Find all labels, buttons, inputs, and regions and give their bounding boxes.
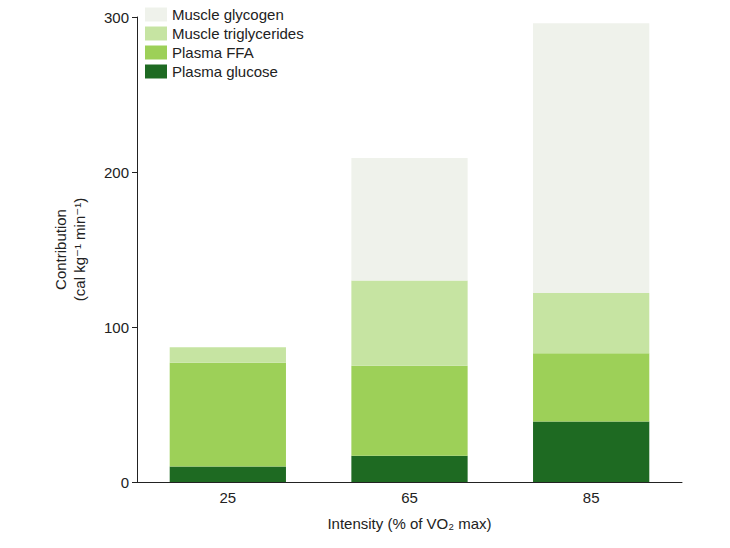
svg-text:0: 0 [121,474,129,491]
svg-text:Intensity (% of VO₂ max): Intensity (% of VO₂ max) [327,515,491,532]
svg-text:65: 65 [401,489,418,506]
svg-text:100: 100 [104,319,129,336]
svg-text:Plasma glucose: Plasma glucose [172,63,278,80]
svg-text:Muscle triglycerides: Muscle triglycerides [172,25,304,42]
svg-text:Plasma FFA: Plasma FFA [172,44,254,61]
svg-text:Muscle glycogen: Muscle glycogen [172,6,284,23]
svg-text:300: 300 [104,9,129,26]
svg-text:25: 25 [219,489,236,506]
svg-text:200: 200 [104,164,129,181]
svg-text:85: 85 [583,489,600,506]
svg-text:Contribution: Contribution [52,209,69,290]
svg-text:(cal kg⁻¹ min⁻¹): (cal kg⁻¹ min⁻¹) [71,198,88,301]
